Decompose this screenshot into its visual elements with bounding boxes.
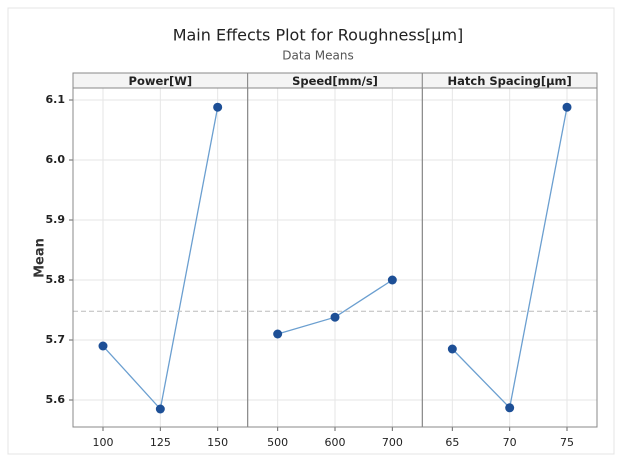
data-point bbox=[213, 102, 223, 112]
data-point bbox=[155, 404, 165, 414]
chart-title: Main Effects Plot for Roughness[µm] bbox=[173, 26, 464, 45]
x-tick-label: 500 bbox=[267, 436, 288, 449]
x-tick-label: 150 bbox=[207, 436, 228, 449]
data-point bbox=[273, 329, 283, 339]
y-tick-label: 5.7 bbox=[46, 333, 66, 346]
data-point bbox=[562, 102, 572, 112]
y-tick-label: 6.0 bbox=[46, 153, 66, 166]
y-axis-label: Mean bbox=[33, 238, 48, 278]
x-tick-label: 70 bbox=[503, 436, 517, 449]
x-tick-label: 100 bbox=[93, 436, 114, 449]
y-tick-label: 5.6 bbox=[46, 393, 66, 406]
panel-title: Speed[mm/s] bbox=[292, 74, 378, 88]
y-tick-label: 6.1 bbox=[46, 93, 66, 106]
chart-subtitle: Data Means bbox=[282, 49, 353, 63]
x-tick-label: 75 bbox=[560, 436, 574, 449]
x-tick-label: 65 bbox=[445, 436, 459, 449]
data-point bbox=[98, 341, 108, 351]
x-tick-label: 600 bbox=[325, 436, 346, 449]
panel-title: Hatch Spacing[µm] bbox=[448, 74, 572, 88]
data-point bbox=[330, 312, 340, 322]
panel-frame bbox=[421, 87, 598, 428]
x-tick-label: 125 bbox=[150, 436, 171, 449]
panel-title: Power[W] bbox=[129, 74, 193, 88]
x-tick-label: 700 bbox=[382, 436, 403, 449]
y-tick-label: 5.9 bbox=[46, 213, 66, 226]
data-point bbox=[505, 403, 515, 413]
data-point bbox=[447, 344, 457, 354]
data-point bbox=[387, 275, 397, 285]
y-tick-label: 5.8 bbox=[46, 273, 66, 286]
